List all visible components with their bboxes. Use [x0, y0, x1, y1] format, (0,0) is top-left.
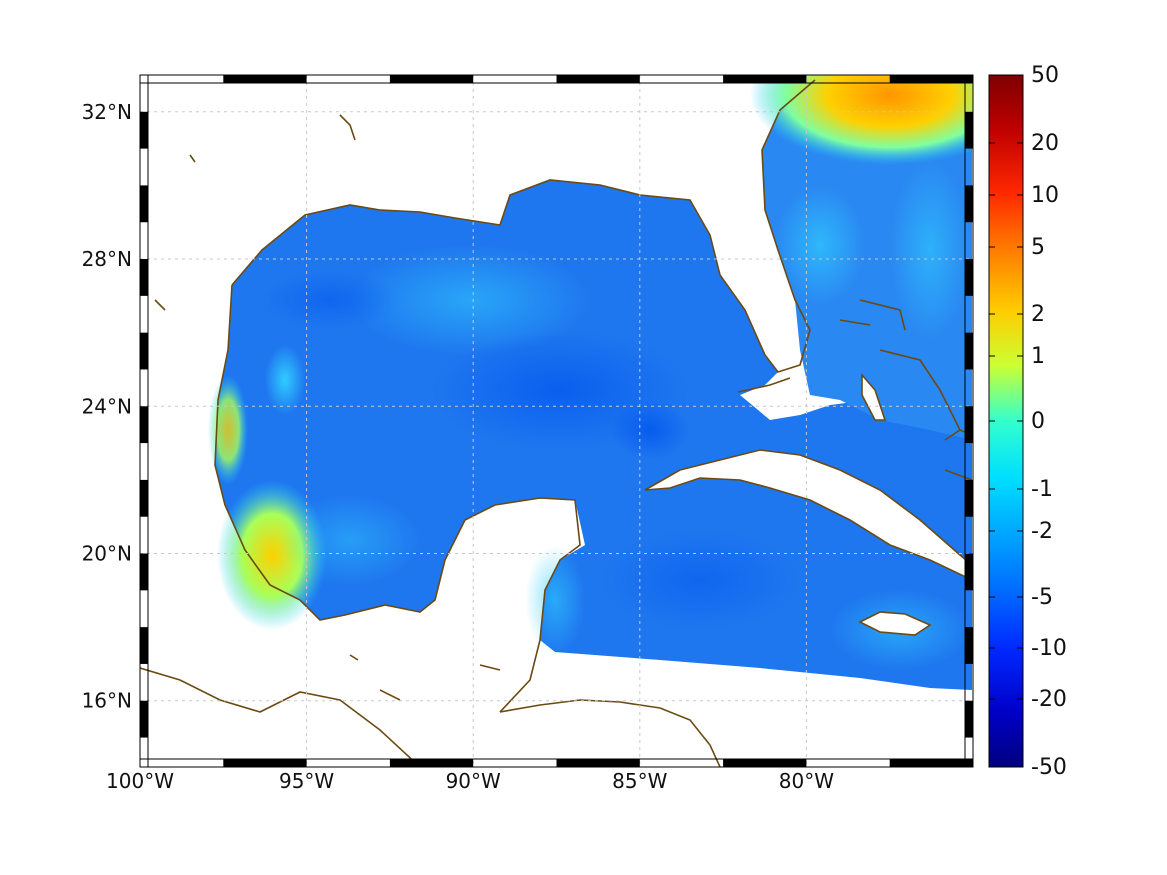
colorbar-tick-label: -20: [1031, 687, 1067, 712]
frame-segment: [223, 75, 307, 83]
keys-coastline: [737, 377, 791, 393]
frame-segment: [965, 406, 973, 444]
latitude-labels: 32°N 28°N 24°N 20°N 16°N: [82, 100, 132, 713]
frame-segment: [140, 185, 148, 223]
cyan-eddy: [890, 160, 970, 340]
longitude-labels: 100°W 95°W 90°W 85°W 80°W: [106, 769, 834, 793]
latitude-label: 28°N: [82, 247, 132, 271]
cyan-eddy: [265, 345, 305, 415]
frame-segment: [965, 332, 973, 370]
colorbar-tick-label: -5: [1031, 585, 1053, 610]
colorbar-tick-label: 50: [1031, 63, 1059, 88]
latitude-label: 24°N: [82, 394, 132, 418]
longitude-label: 80°W: [779, 769, 834, 793]
longitude-label: 100°W: [106, 769, 174, 793]
honduras-coastline: [499, 699, 721, 767]
frame-segment: [556, 759, 640, 767]
frame-segment: [389, 75, 474, 83]
gulf-coastline: [231, 79, 816, 373]
longitude-label: 90°W: [446, 769, 501, 793]
colorbar-tick-label: 1: [1031, 344, 1045, 369]
frame-segment: [723, 759, 807, 767]
longitude-label: 85°W: [612, 769, 667, 793]
frame-segment: [965, 185, 973, 223]
colorbar-tick-label: 0: [1031, 409, 1045, 434]
frame-segment: [140, 259, 148, 296]
colorbar-tick-label: -50: [1031, 755, 1067, 780]
jamaica-coastline: [858, 611, 932, 636]
cyan-eddy: [775, 185, 865, 305]
cyan-eddy: [280, 495, 420, 585]
sea-level-field: [208, 75, 973, 690]
central-america-coastline: [140, 667, 421, 767]
frame-segment: [556, 75, 640, 83]
frame-segment: [723, 75, 807, 83]
frame-segment: [889, 75, 973, 83]
frame-segment: [965, 479, 973, 517]
map-frame: [139, 74, 974, 768]
colorbar-tick-label: -2: [1031, 519, 1053, 544]
frame-segment: [965, 259, 973, 296]
frame-segment: [140, 406, 148, 444]
mexico-coastline: [214, 284, 581, 713]
deep-blue-region: [610, 400, 690, 460]
frame-segment: [140, 332, 148, 370]
colorbar-tick-label: -10: [1031, 636, 1067, 661]
frame-segment: [140, 627, 148, 664]
colorbar-tick-label: 10: [1031, 183, 1059, 208]
colorbar-tick-label: 5: [1031, 235, 1045, 260]
frame-segment: [389, 759, 474, 767]
cuba-coastline: [644, 449, 973, 581]
latitude-label: 16°N: [82, 689, 132, 713]
northeast-high-anomaly: [750, 75, 973, 165]
frame-segment: [140, 111, 148, 149]
frame-segment: [965, 700, 973, 738]
colorbar-tick-label: -1: [1031, 477, 1053, 502]
cyan-eddy: [525, 545, 585, 655]
deep-blue-region: [260, 270, 400, 330]
frame-segment: [965, 627, 973, 664]
cuba-land: [645, 450, 972, 580]
longitude-label: 95°W: [279, 769, 334, 793]
frame-segment: [140, 553, 148, 591]
frame-segment: [140, 479, 148, 517]
bay-islands: [154, 114, 501, 701]
cyan-eddy: [350, 245, 590, 355]
frame-segment: [965, 111, 973, 149]
mexico-coast-high-anomaly: [208, 375, 248, 485]
bahamas-land: [862, 375, 885, 420]
bahamas-coastline: [839, 299, 961, 431]
latitude-label: 20°N: [82, 542, 132, 566]
frame-segment: [223, 759, 307, 767]
colorbar-tick-label: 20: [1031, 131, 1059, 156]
frame-segment: [140, 700, 148, 738]
frame-segment: [965, 553, 973, 591]
frame-segment: [889, 759, 973, 767]
colorbar-tick-label: 2: [1031, 302, 1045, 327]
latitude-label: 32°N: [82, 100, 132, 124]
deep-blue-region: [600, 530, 800, 630]
